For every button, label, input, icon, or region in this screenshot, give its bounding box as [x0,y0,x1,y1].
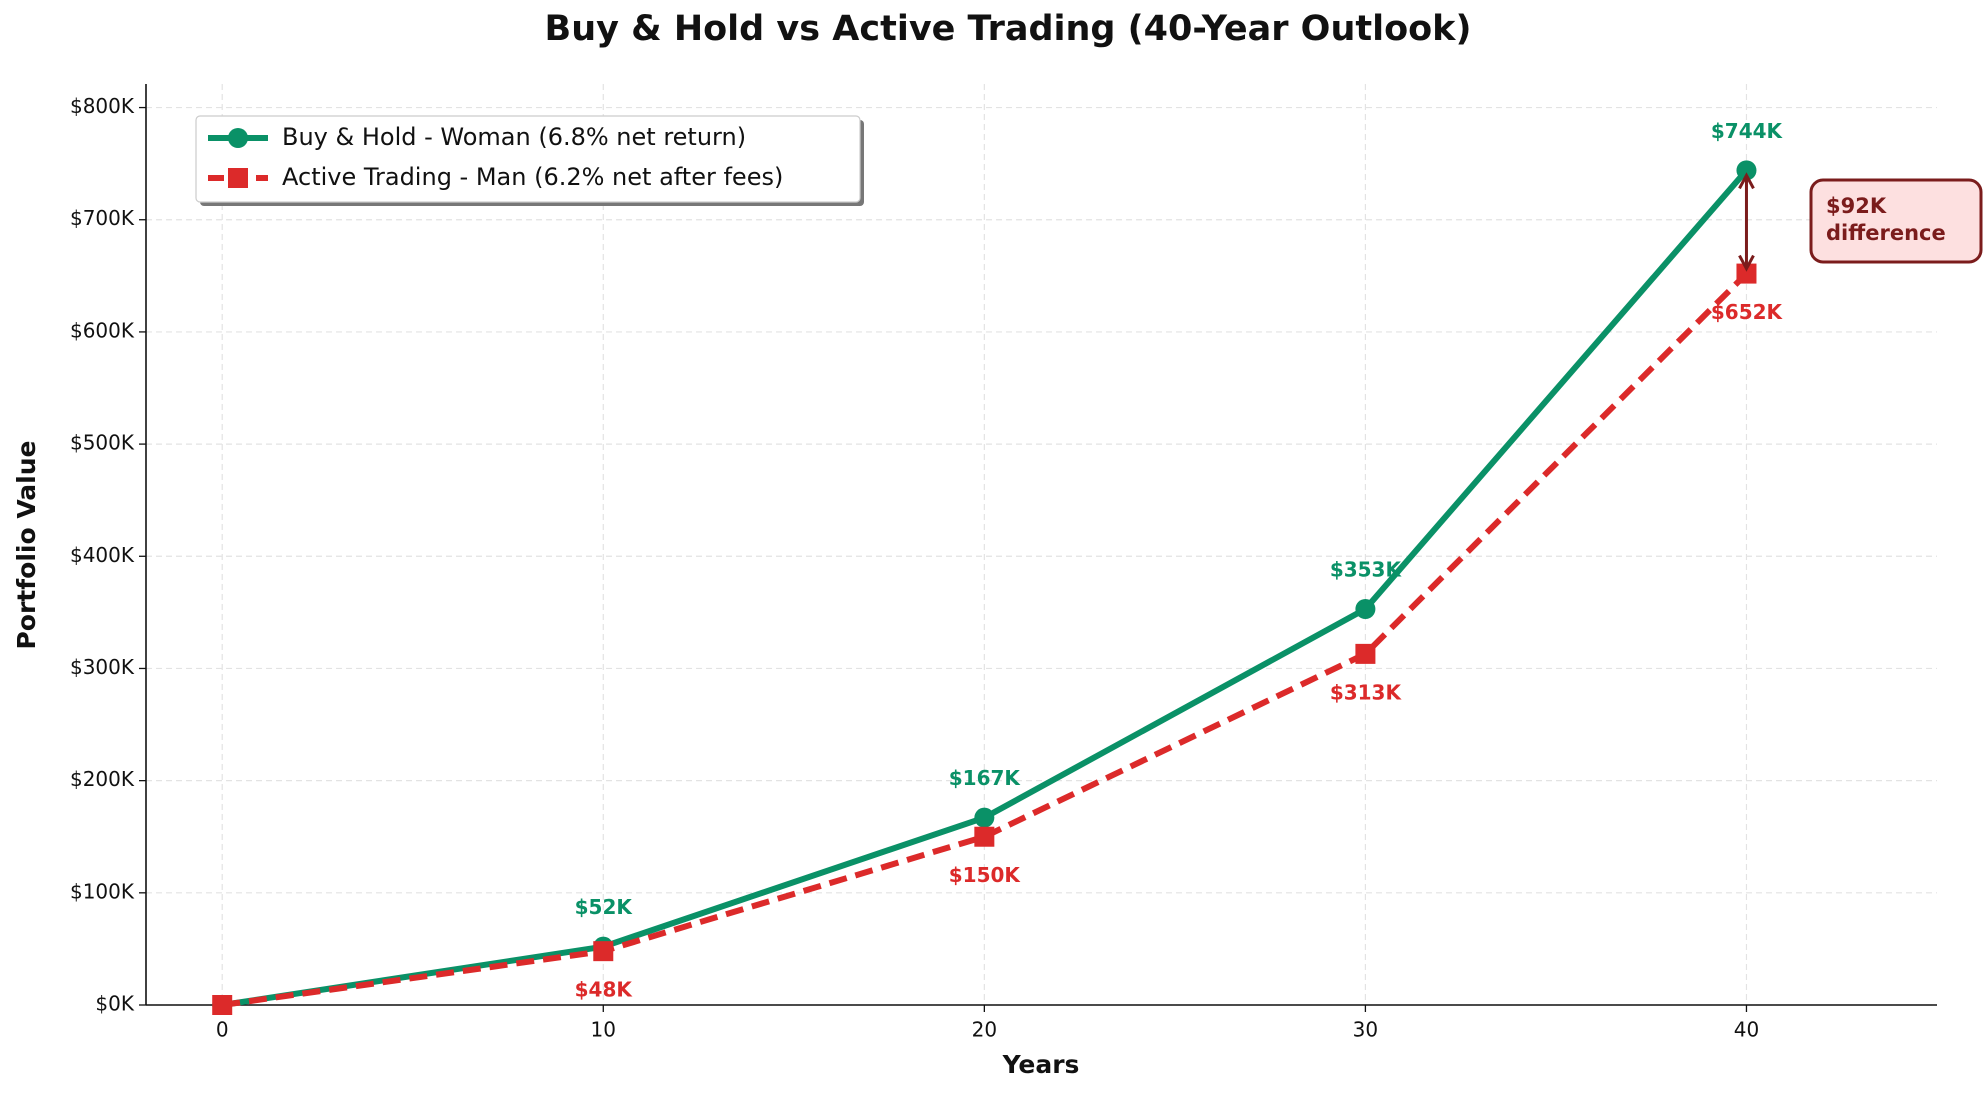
marker [593,941,614,962]
marker [974,807,995,828]
legend-box [195,115,861,203]
x-axis-label: Years [1002,1050,1080,1079]
y-tick-label: $500K [70,431,135,455]
annotation-box [1809,178,1983,264]
legend-marker [228,168,248,188]
data-label: $52K [575,895,634,919]
x-tick-label: 10 [591,1018,616,1042]
annotation-text: difference [1826,221,1946,245]
x-tick-label: 40 [1734,1018,1759,1042]
marker [974,826,995,847]
data-label: $167K [949,766,1022,790]
y-tick-label: $0K [95,992,134,1016]
y-tick-label: $100K [70,879,135,903]
y-tick-label: $700K [70,206,135,230]
data-label: $150K [949,863,1022,887]
arrow-head [1738,172,1755,190]
data-label: $744K [1711,119,1784,143]
marker [1736,160,1757,181]
legend-marker [228,128,248,148]
y-tick-label: $800K [70,94,135,118]
data-label: $48K [575,978,634,1002]
y-tick-label: $400K [70,543,135,567]
annotation-text: $92K [1826,194,1887,218]
data-label: $313K [1330,680,1403,704]
marker [1355,599,1376,620]
marker [1736,263,1757,284]
y-tick-label: $600K [70,318,135,342]
marker [1355,643,1376,664]
arrow-head [1738,254,1755,272]
y-tick-label: $200K [70,767,135,791]
legend-label: Buy & Hold - Woman (6.8% net return) [282,123,746,151]
y-tick-label: $300K [70,655,135,679]
y-axis-label: Portfolio Value [12,440,41,649]
x-tick-label: 20 [972,1018,997,1042]
data-label: $353K [1330,558,1403,582]
data-label: $652K [1711,300,1784,324]
legend-label: Active Trading - Man (6.2% net after fee… [282,163,783,191]
chart-title: Buy & Hold vs Active Trading (40-Year Ou… [545,9,1472,49]
x-tick-label: 30 [1353,1018,1378,1042]
series-line [221,271,1749,1008]
x-tick-label: 0 [216,1018,229,1042]
marker [212,995,233,1015]
